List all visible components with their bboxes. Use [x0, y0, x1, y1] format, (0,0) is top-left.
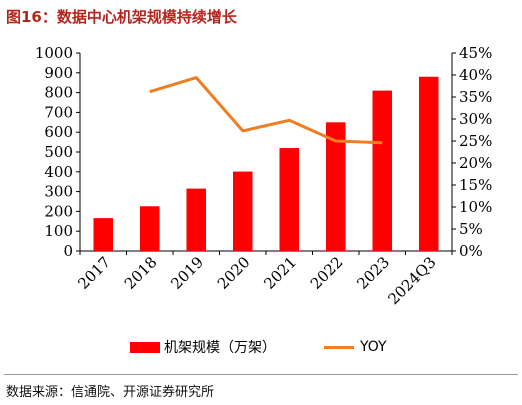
yoy-line: [149, 76, 383, 145]
bar: [139, 206, 160, 251]
legend-item-yoy: YOY: [324, 339, 387, 355]
left-tick-label: 800: [44, 84, 73, 102]
legend-swatch-line: [324, 345, 354, 349]
right-tick-label: 5%: [459, 220, 483, 238]
x-tick-label: 2022: [307, 253, 347, 293]
figure-title: 图16：数据中心机架规模持续增长: [6, 8, 237, 26]
bar: [418, 76, 439, 251]
chart-canvas: 010020030040050060070080090010000%5%10%1…: [35, 44, 493, 308]
bar: [186, 188, 207, 251]
x-tick-label: 2019: [167, 253, 207, 293]
right-tick-label: 10%: [459, 198, 492, 216]
source-divider: [4, 374, 518, 375]
right-tick-label: 0%: [459, 242, 483, 260]
x-tick-label: 2024Q3: [384, 253, 439, 308]
right-tick-label: 15%: [459, 176, 492, 194]
left-tick-label: 900: [44, 64, 73, 82]
right-tick-label: 20%: [459, 154, 492, 172]
x-tick-label: 2018: [121, 253, 161, 293]
right-tick-label: 30%: [459, 110, 492, 128]
bar: [93, 218, 114, 251]
legend-label-yoy: YOY: [360, 339, 387, 355]
bar: [325, 122, 346, 251]
left-tick-label: 600: [44, 123, 73, 141]
left-tick-label: 300: [44, 183, 73, 201]
right-tick-label: 40%: [459, 66, 492, 84]
bar: [232, 171, 253, 251]
legend-item-bars: 机架规模（万架）: [130, 337, 276, 357]
left-tick-label: 1000: [35, 44, 73, 62]
left-tick-label: 500: [44, 143, 73, 161]
left-tick-label: 200: [44, 202, 73, 220]
right-tick-label: 25%: [459, 132, 492, 150]
left-tick-label: 400: [44, 163, 73, 181]
legend-label-bars: 机架规模（万架）: [164, 340, 276, 356]
x-tick-label: 2020: [214, 253, 254, 293]
right-tick-label: 45%: [459, 44, 492, 62]
x-tick-label: 2023: [353, 253, 393, 293]
legend-swatch-bar: [130, 341, 160, 353]
left-tick-label: 700: [44, 103, 73, 121]
source-note: 数据来源：信通院、开源证券研究所: [6, 385, 215, 400]
x-tick-label: 2021: [260, 253, 300, 293]
left-tick-label: 0: [63, 242, 73, 260]
x-tick-label: 2017: [74, 253, 114, 293]
chart-legend: 机架规模（万架） YOY: [130, 337, 435, 357]
bar: [279, 148, 300, 251]
right-tick-label: 35%: [459, 88, 492, 106]
left-tick-label: 100: [44, 222, 73, 240]
bar: [372, 90, 393, 252]
